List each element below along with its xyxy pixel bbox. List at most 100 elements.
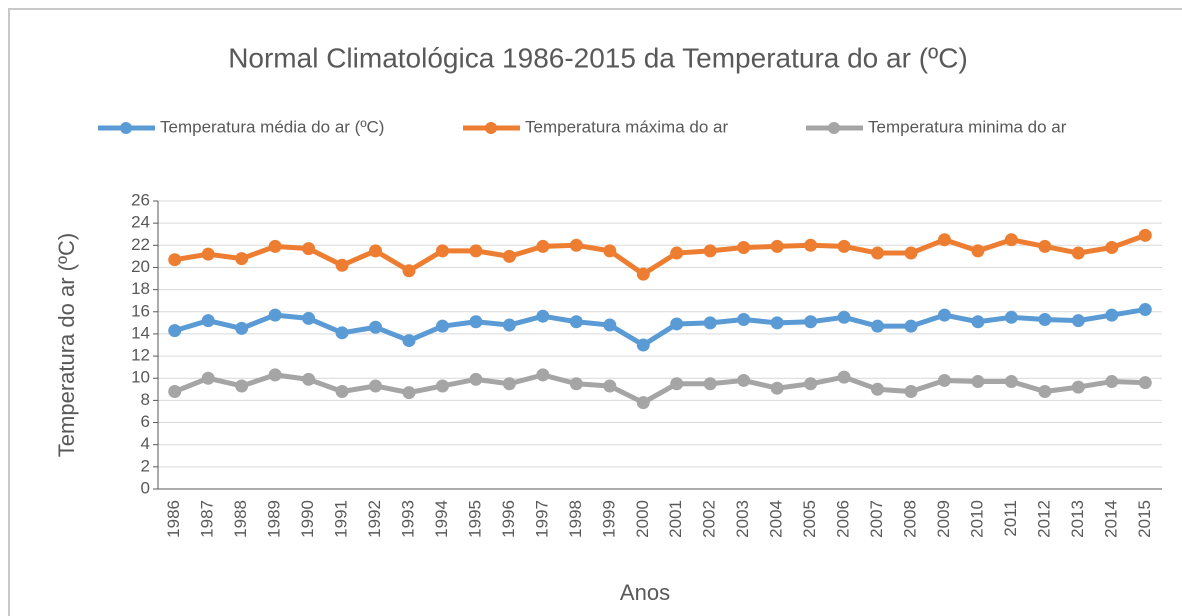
x-tick-label: 1987 bbox=[198, 500, 217, 538]
point bbox=[804, 315, 818, 329]
point bbox=[737, 241, 751, 255]
point bbox=[603, 318, 617, 332]
point bbox=[469, 372, 483, 386]
point bbox=[268, 308, 282, 322]
point bbox=[235, 321, 249, 335]
x-tick-label: 2014 bbox=[1101, 500, 1120, 538]
point bbox=[235, 252, 249, 266]
point bbox=[1038, 385, 1052, 399]
point bbox=[1004, 375, 1018, 389]
point bbox=[636, 338, 650, 352]
point bbox=[569, 315, 583, 329]
point bbox=[1004, 310, 1018, 324]
point bbox=[435, 244, 449, 258]
point bbox=[1138, 303, 1152, 317]
point bbox=[369, 320, 383, 334]
point bbox=[871, 319, 885, 333]
x-tick-label: 1988 bbox=[231, 500, 250, 538]
legend-label: Temperatura média do ar (ºC) bbox=[160, 117, 384, 136]
x-tick-label: 2005 bbox=[800, 500, 819, 538]
x-tick-label: 1996 bbox=[499, 500, 518, 538]
x-tick-label: 1991 bbox=[332, 500, 351, 538]
y-tick-label: 6 bbox=[141, 412, 150, 431]
point bbox=[770, 381, 784, 395]
point bbox=[1071, 246, 1085, 260]
x-tick-label: 1998 bbox=[566, 500, 585, 538]
point bbox=[1071, 314, 1085, 328]
point bbox=[168, 385, 182, 399]
point bbox=[837, 310, 851, 324]
point bbox=[201, 371, 215, 385]
point bbox=[302, 311, 316, 325]
x-axis-title: Anos bbox=[620, 580, 670, 605]
point bbox=[469, 315, 483, 329]
point bbox=[737, 373, 751, 387]
point bbox=[670, 317, 684, 331]
x-tick-label: 2001 bbox=[666, 500, 685, 538]
point bbox=[904, 246, 918, 260]
point bbox=[335, 258, 349, 272]
x-tick-label: 1992 bbox=[365, 500, 384, 538]
y-tick-label: 22 bbox=[131, 235, 150, 254]
point bbox=[670, 377, 684, 391]
point bbox=[335, 326, 349, 340]
chart-title: Normal Climatológica 1986-2015 da Temper… bbox=[228, 42, 968, 73]
point bbox=[636, 267, 650, 281]
y-tick-label: 12 bbox=[131, 346, 150, 365]
point bbox=[569, 377, 583, 391]
legend-marker bbox=[120, 122, 132, 134]
point bbox=[837, 239, 851, 253]
point bbox=[703, 316, 717, 330]
point bbox=[569, 238, 583, 252]
point bbox=[268, 368, 282, 382]
y-tick-label: 14 bbox=[131, 323, 150, 342]
point bbox=[168, 324, 182, 338]
point bbox=[502, 249, 516, 263]
point bbox=[235, 379, 249, 393]
point bbox=[603, 244, 617, 258]
y-tick-label: 4 bbox=[141, 434, 150, 453]
point bbox=[703, 377, 717, 391]
y-tick-label: 18 bbox=[131, 279, 150, 298]
legend-label: Temperatura máxima do ar bbox=[525, 117, 728, 136]
point bbox=[904, 319, 918, 333]
x-tick-label: 1994 bbox=[432, 500, 451, 538]
x-tick-label: 2008 bbox=[900, 500, 919, 538]
point bbox=[1071, 380, 1085, 394]
y-tick-label: 2 bbox=[141, 456, 150, 475]
x-tick-label: 2009 bbox=[934, 500, 953, 538]
x-tick-label: 2013 bbox=[1068, 500, 1087, 538]
point bbox=[536, 239, 550, 253]
point bbox=[670, 246, 684, 260]
point bbox=[335, 385, 349, 399]
point bbox=[402, 334, 416, 348]
chart-frame bbox=[8, 8, 1182, 616]
point bbox=[770, 239, 784, 253]
x-tick-label: 1990 bbox=[298, 500, 317, 538]
point bbox=[1038, 313, 1052, 327]
point bbox=[435, 319, 449, 333]
point bbox=[1105, 241, 1119, 255]
y-tick-label: 26 bbox=[131, 190, 150, 209]
point bbox=[302, 242, 316, 256]
y-tick-label: 24 bbox=[131, 213, 150, 232]
point bbox=[737, 313, 751, 327]
x-tick-label: 2006 bbox=[834, 500, 853, 538]
point bbox=[770, 316, 784, 330]
x-tick-label: 1993 bbox=[398, 500, 417, 538]
x-tick-label: 1997 bbox=[532, 500, 551, 538]
legend-label: Temperatura minima do ar bbox=[868, 117, 1067, 136]
point bbox=[904, 385, 918, 399]
point bbox=[1138, 376, 1152, 390]
point bbox=[402, 386, 416, 400]
legend-marker bbox=[828, 122, 840, 134]
x-tick-label: 2004 bbox=[767, 500, 786, 538]
point bbox=[971, 375, 985, 389]
point bbox=[937, 308, 951, 322]
x-tick-label: 1989 bbox=[265, 500, 284, 538]
x-tick-label: 2012 bbox=[1034, 500, 1053, 538]
point bbox=[536, 368, 550, 382]
point bbox=[201, 247, 215, 261]
x-tick-label: 1999 bbox=[599, 500, 618, 538]
